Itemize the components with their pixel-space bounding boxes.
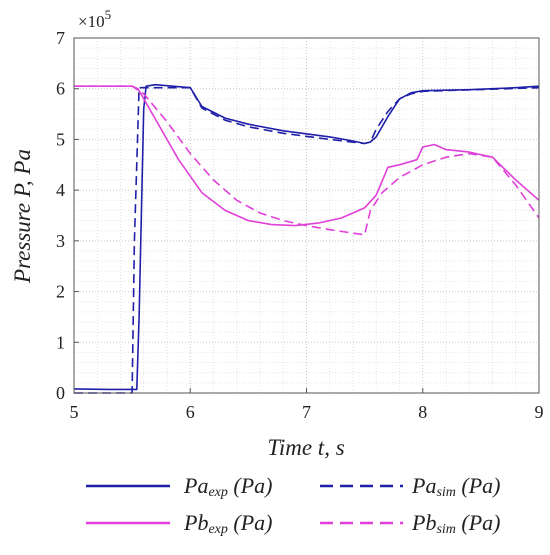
legend-series-subscript: exp bbox=[208, 522, 227, 537]
y-multiplier: ×105 bbox=[78, 7, 111, 31]
series-line-pa-sim bbox=[74, 86, 540, 394]
legend-label-pa-exp: Paexp (Pa) bbox=[183, 473, 272, 500]
legend-label-pb-exp: Pbexp (Pa) bbox=[183, 510, 272, 537]
legend-series-unit: (Pa) bbox=[228, 510, 273, 535]
y-tick-label: 0 bbox=[56, 383, 65, 403]
legend-series-name: Pb bbox=[411, 510, 436, 535]
grid-lines bbox=[73, 37, 540, 394]
y-tick-label: 2 bbox=[56, 282, 65, 302]
legend-series-subscript: exp bbox=[208, 485, 227, 500]
x-axis-label: Time t, s bbox=[267, 435, 344, 460]
y-tick-label: 5 bbox=[56, 129, 65, 149]
legend-series-subscript: sim bbox=[436, 522, 455, 537]
y-multiplier-base: ×10 bbox=[78, 12, 105, 31]
x-tick-label: 5 bbox=[70, 402, 79, 422]
legend: Paexp (Pa) Pasim (Pa)Pbexp (Pa) Pbsim (Pa) bbox=[86, 473, 501, 537]
y-tick-label: 1 bbox=[56, 332, 65, 352]
y-axis-label: Pressure P, Pa bbox=[10, 149, 35, 284]
y-tick-label: 7 bbox=[56, 28, 65, 48]
x-tick-label: 7 bbox=[302, 402, 311, 422]
legend-label-pb-sim: Pbsim (Pa) bbox=[411, 510, 501, 537]
legend-series-unit: (Pa) bbox=[456, 473, 501, 498]
legend-label-pa-sim: Pasim (Pa) bbox=[411, 473, 501, 500]
y-tick-label: 6 bbox=[56, 79, 65, 99]
legend-series-unit: (Pa) bbox=[228, 473, 273, 498]
y-tick-label: 4 bbox=[56, 180, 65, 200]
x-tick-label: 8 bbox=[418, 402, 427, 422]
legend-series-unit: (Pa) bbox=[456, 510, 501, 535]
legend-series-name: Pa bbox=[411, 473, 436, 498]
y-tick-label: 3 bbox=[56, 231, 65, 251]
legend-series-name: Pa bbox=[183, 473, 208, 498]
series-line-pb-exp bbox=[74, 85, 540, 227]
series-layer bbox=[73, 83, 540, 394]
legend-series-name: Pb bbox=[183, 510, 208, 535]
series-line-pb-sim bbox=[74, 85, 540, 236]
x-tick-label: 6 bbox=[186, 402, 195, 422]
y-multiplier-exponent: 5 bbox=[105, 7, 112, 22]
x-tick-label: 9 bbox=[535, 402, 544, 422]
x-tick-labels: 5 6 7 8 9 bbox=[70, 388, 544, 422]
y-tick-labels: 0 1 2 3 4 5 6 7 bbox=[56, 28, 79, 403]
legend-series-subscript: sim bbox=[436, 485, 455, 500]
